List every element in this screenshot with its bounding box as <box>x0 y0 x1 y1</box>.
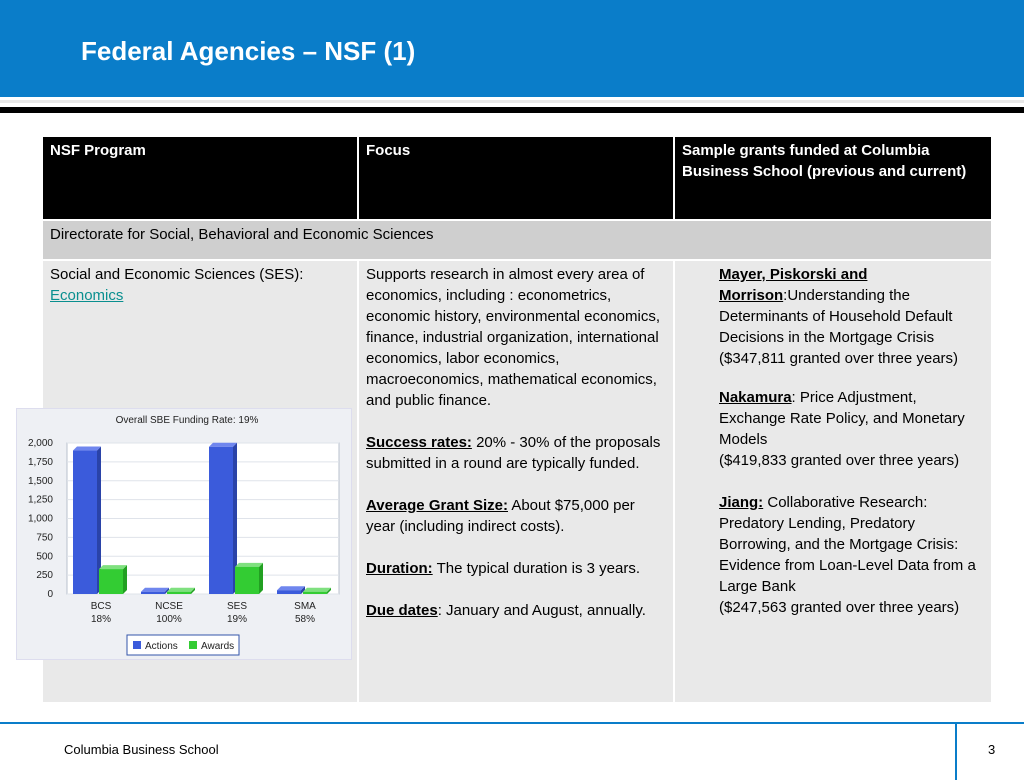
grant-text: About $75,000 per year (including indire… <box>366 497 635 535</box>
bar-top <box>303 587 331 592</box>
funding-chart: Overall SBE Funding Rate: 19% 2,000 1,750… <box>16 408 352 660</box>
bar-side <box>165 587 169 594</box>
program-label: Social and Economic Sciences (SES): <box>50 266 304 283</box>
legend-swatch <box>133 641 141 649</box>
y-tick-label: 1,500 <box>28 476 53 487</box>
grant-amount: ($247,563 granted over three years) <box>719 599 960 616</box>
header-sample-grants: Sample grants funded at Columbia Busines… <box>675 137 991 219</box>
awards-bar <box>235 566 259 594</box>
grant-sep: : <box>783 287 788 304</box>
awards-bar <box>99 569 123 594</box>
awards-bar <box>303 591 327 594</box>
focus-intro: Supports research in almost every area o… <box>366 266 661 409</box>
actions-bar <box>73 450 97 594</box>
bar-top <box>167 587 195 592</box>
focus-cell: Supports research in almost every area o… <box>359 261 673 702</box>
grant-name: Mayer, Piskorski and Morrison <box>719 266 868 304</box>
y-tick-label: 750 <box>36 532 53 543</box>
duration-label: Duration: <box>366 560 433 577</box>
bar-top <box>235 562 263 567</box>
bar-side <box>97 446 101 594</box>
category-rate: 58% <box>295 614 315 625</box>
category-rate: 18% <box>91 614 111 625</box>
bar-side <box>259 562 263 594</box>
legend-label: Awards <box>201 641 234 652</box>
category-rate: 19% <box>227 614 247 625</box>
success-label: Success rates: <box>366 434 472 451</box>
category-rate: 100% <box>156 614 182 625</box>
grant-desc: Understanding the Determinants of Househ… <box>719 287 953 346</box>
grant-label: Average Grant Size: <box>366 497 508 514</box>
duration: Duration: The typical duration is 3 year… <box>366 558 666 579</box>
category-label: SMA <box>294 601 316 612</box>
duration-text: The typical duration is 3 years. <box>432 560 640 577</box>
bar-side <box>191 587 195 594</box>
grant-sep: : <box>791 389 800 406</box>
divider-thin <box>0 100 1024 103</box>
due-label: Due dates <box>366 602 438 619</box>
bar-top <box>209 442 237 447</box>
grant-name: Nakamura <box>719 389 792 406</box>
y-tick-label: 1,750 <box>28 457 53 468</box>
header-nsf-program: NSF Program <box>43 137 357 219</box>
success-text: 20% - 30% of the proposals submitted in … <box>366 434 661 472</box>
grant-desc: Price Adjustment, Exchange Rate Policy, … <box>719 389 965 448</box>
actions-bar <box>277 590 301 594</box>
bar-top <box>277 586 305 591</box>
bar-top <box>99 565 127 570</box>
grant-entry: Nakamura: Price Adjustment, Exchange Rat… <box>719 387 984 450</box>
actions-bar <box>209 446 233 594</box>
legend-box <box>126 634 240 656</box>
bar-side <box>123 565 127 594</box>
funding-chart-svg: Overall SBE Funding Rate: 19% 2,000 1,750… <box>28 415 340 656</box>
awards-bar <box>167 591 191 594</box>
footer-school: Columbia Business School <box>64 742 219 757</box>
bar-side <box>327 587 331 594</box>
category-label: BCS <box>91 601 112 612</box>
y-tick-label: 1,000 <box>28 514 53 525</box>
y-tick-label: 500 <box>36 551 53 562</box>
bar-top <box>73 446 101 451</box>
header-focus: Focus <box>359 137 673 219</box>
y-tick-label: 250 <box>36 570 53 581</box>
footer-line <box>0 722 1024 724</box>
grants-cell: Mayer, Piskorski and Morrison:Understand… <box>675 261 991 702</box>
y-tick-label: 2,000 <box>28 438 53 449</box>
grant-amount: ($347,811 granted over three years) <box>719 350 959 367</box>
y-tick-label: 1,250 <box>28 495 53 506</box>
due-text: : January and August, annually. <box>437 602 646 619</box>
divider-thick <box>0 107 1024 113</box>
bar-side <box>301 586 305 594</box>
title-bar: Federal Agencies – NSF (1) <box>0 0 1024 97</box>
bar-top <box>141 587 169 592</box>
y-tick-label: 0 <box>47 589 53 600</box>
grant-size: Average Grant Size: About $75,000 per ye… <box>366 495 666 537</box>
slide-title: Federal Agencies – NSF (1) <box>81 36 416 66</box>
grant-amount: ($419,833 granted over three years) <box>719 452 960 469</box>
directorate-row: Directorate for Social, Behavioral and E… <box>43 221 991 259</box>
grant-entry: Jiang: Collaborative Research: Predatory… <box>719 492 984 597</box>
legend-swatch <box>189 641 197 649</box>
grant-name: Jiang: <box>719 494 764 511</box>
grant-desc: Collaborative Research: Predatory Lendin… <box>719 494 976 595</box>
due-dates: Due dates: January and August, annually. <box>366 600 666 621</box>
chart-title: Overall SBE Funding Rate: 19% <box>116 415 259 426</box>
actions-bar <box>141 591 165 594</box>
category-label: SES <box>227 601 247 612</box>
success-rates: Success rates: 20% - 30% of the proposal… <box>366 432 666 474</box>
economics-link[interactable]: Economics <box>50 287 124 304</box>
category-label: NCSE <box>155 601 183 612</box>
legend-label: Actions <box>145 641 178 652</box>
footer-divider <box>955 724 957 780</box>
page-number: 3 <box>988 742 996 757</box>
bar-side <box>233 442 237 594</box>
grant-entry: Mayer, Piskorski and Morrison:Understand… <box>719 264 984 348</box>
